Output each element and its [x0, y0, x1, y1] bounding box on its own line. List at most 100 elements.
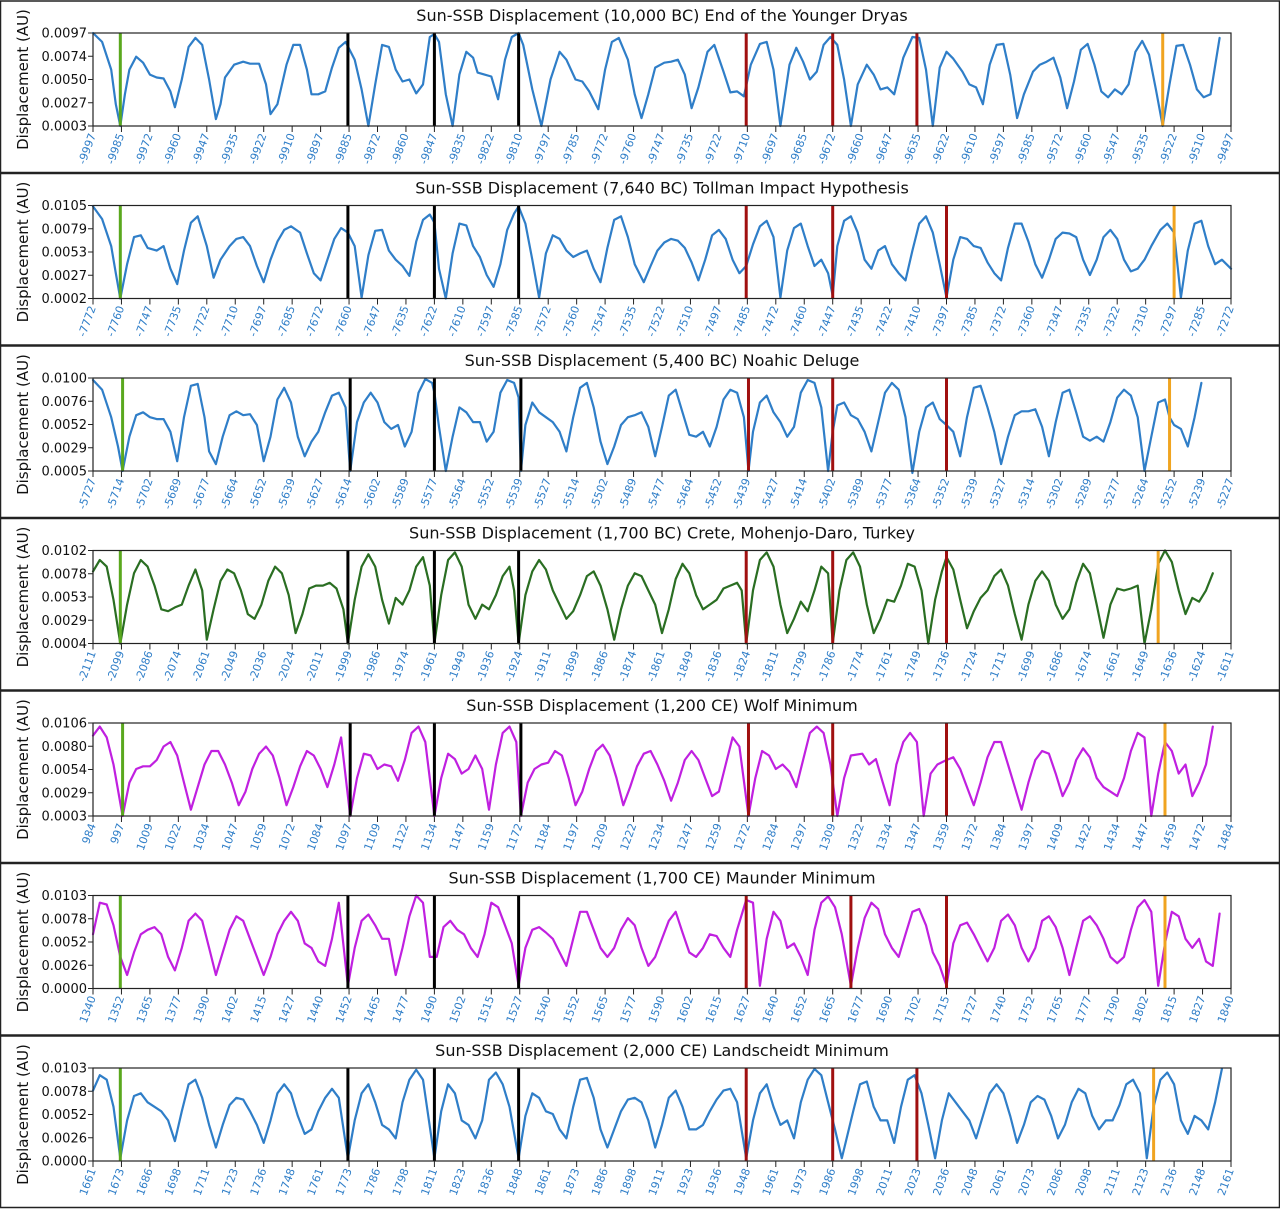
x-tick-label: 2086	[1044, 1167, 1066, 1198]
y-tick-label: 0.0053	[42, 246, 88, 261]
x-tick-label: 1690	[874, 994, 896, 1025]
x-tick-label: -7347	[1043, 304, 1066, 338]
x-tick-label: 2011	[874, 1167, 896, 1198]
x-tick-label: 1777	[1073, 994, 1095, 1025]
x-tick-label: -7697	[246, 304, 269, 338]
x-tick-label: -1711	[986, 649, 1009, 683]
chart-title: Sun-SSB Displacement (1,200 CE) Wolf Min…	[466, 696, 857, 715]
x-tick-label: 997	[108, 822, 127, 846]
x-tick-label: 1998	[845, 1167, 867, 1198]
y-tick-label: 0.0076	[42, 395, 88, 410]
x-tick-label: 1686	[134, 1167, 156, 1198]
x-tick-label: 1640	[760, 994, 782, 1025]
y-tick-label: 0.0103	[42, 889, 88, 904]
x-tick-label: -5514	[559, 477, 582, 511]
x-tick-label: -7747	[133, 304, 156, 338]
x-tick-label: -5727	[76, 477, 99, 511]
y-axis-label: Displacement (AU)	[14, 527, 32, 668]
x-tick-label: -7447	[815, 304, 838, 338]
x-tick-label: -2061	[189, 649, 212, 683]
x-tick-label: -7322	[1100, 304, 1123, 338]
y-tick-label: 0.0000	[42, 982, 88, 997]
x-tick-label: -2074	[161, 649, 184, 683]
plot-frame	[92, 32, 1232, 127]
x-tick-label: 1022	[162, 822, 184, 853]
x-tick-label: -5527	[531, 477, 554, 511]
x-tick-label: 1986	[817, 1167, 839, 1198]
x-tick-label: 1973	[788, 1167, 810, 1198]
x-tick-label: 2036	[931, 1167, 953, 1198]
x-tick-label: 1661	[77, 1167, 99, 1198]
x-tick-label: 2098	[1073, 1167, 1095, 1198]
x-tick-label: -1886	[588, 649, 611, 683]
x-tick-label: -9697	[758, 132, 781, 166]
x-tick-label: 1390	[191, 994, 213, 1025]
x-tick-label: -9560	[1071, 132, 1094, 166]
x-tick-label: -1999	[332, 649, 355, 683]
x-tick-label: -9972	[133, 132, 156, 166]
y-tick-label: 0.0000	[42, 1155, 88, 1170]
x-tick-label: -9897	[303, 132, 326, 166]
x-tick-label: 1761	[305, 1167, 327, 1198]
chart-title: Sun-SSB Displacement (2,000 CE) Landsche…	[435, 1041, 889, 1060]
x-tick-label: 1748	[276, 1167, 298, 1198]
y-tick-label: 0.0100	[42, 372, 88, 387]
y-tick-label: 0.0027	[42, 96, 88, 111]
x-tick-label: 1627	[731, 994, 753, 1025]
x-tick-label: -9847	[417, 132, 440, 166]
x-tick-label: -9772	[588, 132, 611, 166]
chart-panel-6: Sun-SSB Displacement (1,700 CE) Maunder …	[0, 862, 1280, 1036]
x-tick-label: 1359	[931, 822, 953, 853]
x-tick-label: 1540	[532, 994, 554, 1025]
x-tick-label: -1986	[360, 649, 383, 683]
x-tick-label: 1823	[447, 1167, 469, 1198]
x-tick-label: -9985	[104, 132, 127, 166]
x-tick-label: -5627	[303, 477, 326, 511]
x-tick-label: 1702	[902, 994, 924, 1025]
x-tick-label: -9785	[559, 132, 582, 166]
x-tick-label: -5427	[758, 477, 781, 511]
x-tick-label: -1736	[929, 649, 952, 683]
x-tick-label: 1084	[305, 822, 327, 853]
x-tick-label: -7522	[645, 304, 668, 338]
x-tick-label: -7360	[1015, 304, 1038, 338]
y-tick-label: 0.0029	[42, 441, 88, 456]
x-tick-label: 1484	[1215, 822, 1237, 853]
x-tick-label: -9747	[645, 132, 668, 166]
x-tick-label: -9797	[531, 132, 554, 166]
x-tick-label: 1447	[1130, 822, 1152, 853]
x-tick-label: 2048	[959, 1167, 981, 1198]
x-tick-label: -5664	[218, 477, 241, 511]
x-tick-label: -9810	[502, 132, 525, 166]
plot-frame	[92, 894, 1232, 990]
x-tick-label: 2061	[987, 1167, 1009, 1198]
x-tick-label: -7710	[218, 304, 241, 338]
plot-frame	[92, 204, 1232, 300]
x-tick-label: -1911	[531, 649, 554, 683]
x-tick-label: 1415	[248, 994, 270, 1025]
x-tick-label: -5314	[1015, 477, 1038, 511]
x-tick-label: 1811	[418, 1167, 440, 1198]
y-axis-label: Displacement (AU)	[14, 182, 32, 323]
x-tick-label: -9935	[218, 132, 241, 166]
x-tick-label: 1948	[731, 1167, 753, 1198]
x-tick-label: 1798	[390, 1167, 412, 1198]
x-tick-label: -1799	[787, 649, 810, 683]
x-tick-label: -9535	[1128, 132, 1151, 166]
x-tick-label: -9872	[360, 132, 383, 166]
y-tick-label: 0.0026	[42, 959, 88, 974]
x-tick-label: -9910	[275, 132, 298, 166]
x-tick-label: -7660	[332, 304, 355, 338]
x-tick-label: -9947	[189, 132, 212, 166]
x-tick-label: -7760	[104, 304, 127, 338]
x-tick-label: -7735	[161, 304, 184, 338]
series-line	[91, 725, 1214, 818]
x-tick-label: -7622	[417, 304, 440, 338]
x-tick-label: 1440	[305, 994, 327, 1025]
x-tick-label: 1334	[874, 822, 896, 853]
x-tick-label: -9497	[1214, 132, 1237, 166]
x-tick-label: 1397	[1016, 822, 1038, 853]
x-tick-label: -2111	[76, 649, 99, 683]
x-tick-label: -9685	[787, 132, 810, 166]
x-tick-label: 1159	[475, 822, 497, 853]
